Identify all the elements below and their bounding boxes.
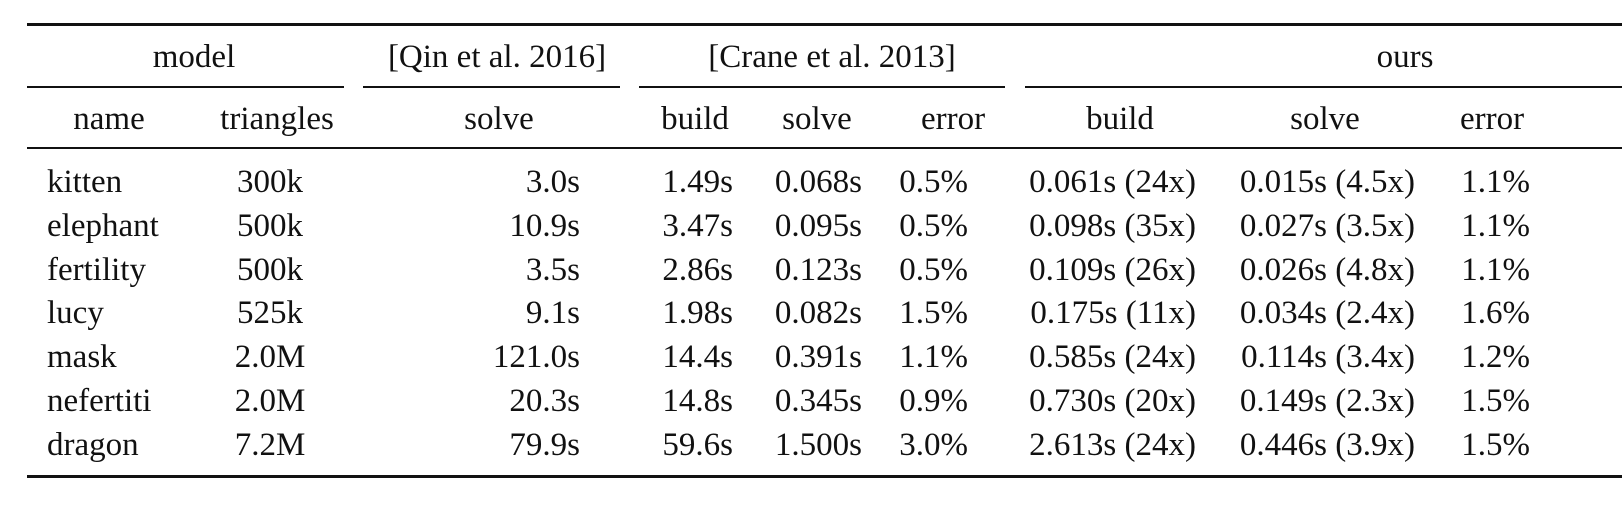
cell-crane-error: 3.0% (899, 426, 968, 463)
group-header-ours: ours (1376, 39, 1434, 75)
cell-crane-error: 0.5% (899, 164, 968, 200)
group-rule-model (27, 86, 344, 88)
cell-crane-build: 2.86s (662, 251, 733, 288)
cell-crane-solve: 0.345s (774, 383, 862, 419)
cell-qin-solve: 9.1s (525, 295, 580, 332)
cell-triangles: 2.0M (234, 383, 306, 419)
cell-ours-build: 0.175s (11x) (1030, 295, 1196, 332)
col-header-triangles: triangles (220, 101, 334, 137)
cell-crane-error: 1.1% (899, 339, 968, 376)
cell-crane-solve: 1.500s (774, 426, 862, 463)
group-header-crane: [Crane et al. 2013] (708, 39, 956, 75)
bottom-rule (27, 475, 1622, 478)
cell-crane-build: 14.4s (662, 339, 733, 376)
cell-crane-solve: 0.391s (774, 339, 862, 376)
cell-ours-solve: 0.026s (4.8x) (1239, 251, 1415, 288)
cell-triangles: 300k (237, 164, 303, 200)
cell-crane-error: 1.5% (899, 295, 968, 332)
cell-name: dragon (47, 426, 139, 463)
header-rule (27, 147, 1622, 149)
cell-ours-solve: 0.446s (3.9x) (1239, 426, 1415, 463)
col-header-ours-error: error (1459, 101, 1525, 137)
cell-qin-solve: 3.0s (525, 164, 580, 200)
col-header-ours-solve: solve (1290, 101, 1360, 137)
cell-ours-error: 1.1% (1461, 207, 1530, 244)
cell-qin-solve: 121.0s (492, 339, 580, 376)
cell-ours-error: 1.1% (1461, 251, 1530, 288)
cell-crane-solve: 0.082s (774, 295, 862, 332)
cell-triangles: 7.2M (234, 426, 306, 463)
cell-crane-error: 0.9% (899, 383, 968, 419)
cell-qin-solve: 10.9s (509, 207, 580, 244)
cell-ours-solve: 0.015s (4.5x) (1239, 164, 1415, 200)
cell-qin-solve: 20.3s (509, 383, 580, 419)
cell-ours-build: 0.098s (35x) (1029, 207, 1196, 244)
cell-ours-solve: 0.034s (2.4x) (1239, 295, 1415, 332)
cell-crane-error: 0.5% (899, 251, 968, 288)
cell-ours-solve: 0.149s (2.3x) (1239, 383, 1415, 419)
cell-name: nefertiti (47, 383, 152, 419)
cell-qin-solve: 3.5s (525, 251, 580, 288)
group-rule-ours (1025, 86, 1622, 88)
col-header-crane-error: error (920, 101, 986, 137)
cell-ours-solve: 0.027s (3.5x) (1239, 207, 1415, 244)
group-rule-crane (639, 86, 1005, 88)
cell-ours-build: 0.109s (26x) (1029, 251, 1196, 288)
cell-ours-error: 1.2% (1461, 339, 1530, 376)
cell-triangles: 525k (237, 295, 303, 332)
cell-crane-build: 59.6s (662, 426, 733, 463)
cell-triangles: 500k (237, 251, 303, 288)
cell-ours-build: 0.061s (24x) (1029, 164, 1196, 200)
col-header-ours-build: build (1086, 101, 1154, 137)
col-header-crane-build: build (661, 101, 729, 137)
cell-triangles: 500k (237, 207, 303, 244)
cell-ours-error: 1.6% (1461, 295, 1530, 332)
cell-name: fertility (47, 251, 146, 288)
col-header-name: name (73, 101, 145, 137)
cell-qin-solve: 79.9s (509, 426, 580, 463)
cell-crane-solve: 0.095s (774, 207, 862, 244)
group-header-qin: [Qin et al. 2016] (387, 39, 607, 75)
top-rule (27, 23, 1622, 26)
cell-crane-build: 1.98s (662, 295, 733, 332)
cell-crane-build: 3.47s (662, 207, 733, 244)
cell-name: kitten (47, 164, 123, 200)
cell-name: elephant (47, 207, 159, 244)
cell-ours-build: 0.585s (24x) (1029, 339, 1196, 376)
cell-ours-build: 2.613s (24x) (1029, 426, 1196, 463)
cell-crane-build: 1.49s (662, 164, 733, 200)
cell-triangles: 2.0M (234, 339, 306, 376)
cell-crane-solve: 0.068s (774, 164, 862, 200)
cell-ours-error: 1.5% (1461, 426, 1530, 463)
cell-name: lucy (47, 295, 104, 332)
cell-ours-error: 1.5% (1461, 383, 1530, 419)
cell-name: mask (47, 339, 117, 376)
group-rule-qin (363, 86, 620, 88)
cell-ours-solve: 0.114s (3.4x) (1241, 339, 1415, 376)
cell-ours-error: 1.1% (1461, 164, 1530, 200)
cell-crane-build: 14.8s (662, 383, 733, 419)
cell-ours-build: 0.730s (20x) (1029, 383, 1196, 419)
cell-crane-solve: 0.123s (774, 251, 862, 288)
cell-crane-error: 0.5% (899, 207, 968, 244)
group-header-model: model (152, 39, 236, 75)
col-header-crane-solve: solve (782, 101, 852, 137)
col-header-qin-solve: solve (464, 101, 534, 137)
